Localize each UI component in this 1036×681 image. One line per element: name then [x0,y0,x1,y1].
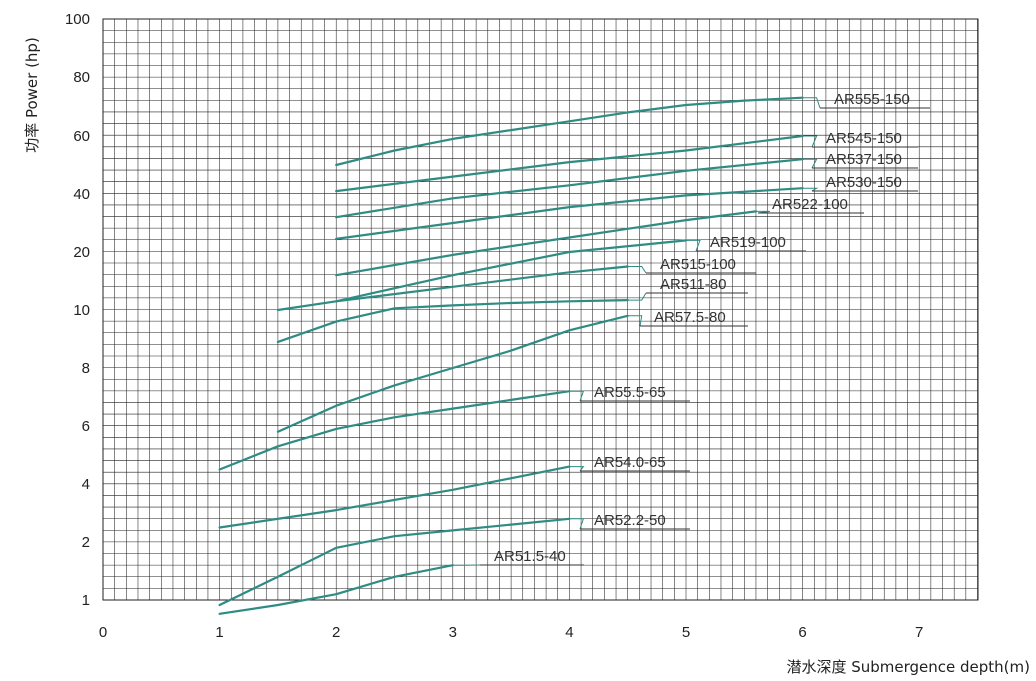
series-label: AR522-100 [772,196,848,213]
x-tick-label: 1 [215,624,223,641]
y-axis-ticks: 1 2 4 6 8 10 20 40 60 80 100 [65,11,90,609]
series-curve [218,564,454,615]
y-tick-label: 100 [65,11,90,28]
series-label: AR51.5-40 [494,548,566,565]
series-curve [335,187,804,240]
series-leader-line [569,518,585,530]
x-tick-label: 7 [915,624,923,641]
series-leader-line [802,97,821,109]
series-curves [218,96,804,615]
series-leader-line [756,210,771,214]
series-curve [218,465,571,529]
series-leader-line [802,158,818,169]
series-curve [335,96,804,167]
series-curve [276,299,629,343]
x-tick-label: 6 [798,624,806,641]
series-label: AR55.5-65 [594,384,666,401]
x-tick-label: 3 [449,624,457,641]
series-leader-line [569,390,585,402]
y-axis-title: 功率 Power (hp) [23,37,41,153]
x-tick-label: 4 [565,624,573,641]
y-tick-label: 4 [82,476,90,493]
series-label: AR545-150 [826,130,902,147]
series-label: AR530-150 [826,174,902,191]
series-leader-line [627,266,647,274]
y-tick-label: 40 [73,186,90,203]
series-labels: AR555-150 AR545-150 AR537-150 AR530-150 AR52… [452,91,930,566]
y-tick-label: 6 [82,418,90,435]
y-tick-label: 20 [73,244,90,261]
series-label: AR52.2-50 [594,512,666,529]
series-curve [276,265,629,312]
series-curve [218,390,571,471]
series-label: AR57.5-80 [654,309,726,326]
chart-grid [102,18,979,601]
x-tick-label: 2 [332,624,340,641]
series-leader-line [627,292,647,301]
series-curve [335,134,804,193]
series-leader-line [627,315,643,327]
series-leader-line [686,239,701,252]
series-leader-line [569,466,585,472]
x-tick-label: 5 [682,624,690,641]
series-curve [276,314,629,433]
plot-frame [102,18,979,601]
series-label: AR519-100 [710,234,786,251]
series-curve [335,239,688,303]
series-label: AR511-80 [660,276,726,293]
x-tick-label: 0 [99,624,107,641]
series-label: AR515-100 [660,256,736,273]
y-tick-label: 8 [82,360,90,377]
series-curve [218,517,571,607]
y-tick-label: 80 [73,69,90,86]
series-label: AR54.0-65 [594,454,666,471]
y-tick-label: 1 [82,592,90,609]
x-axis-title: 潜水深度 Submergence depth(m) [786,658,1030,676]
series-curve [335,158,804,219]
y-tick-label: 60 [73,128,90,145]
series-curve [335,210,758,277]
y-tick-label: 2 [82,534,90,551]
x-axis-ticks: 0 1 2 3 4 5 6 7 [99,624,924,641]
series-leader-line [802,135,818,148]
series-leader-line [802,187,819,192]
series-label: AR537-150 [826,151,902,168]
series-label: AR555-150 [834,91,910,108]
y-tick-label: 10 [73,302,90,319]
